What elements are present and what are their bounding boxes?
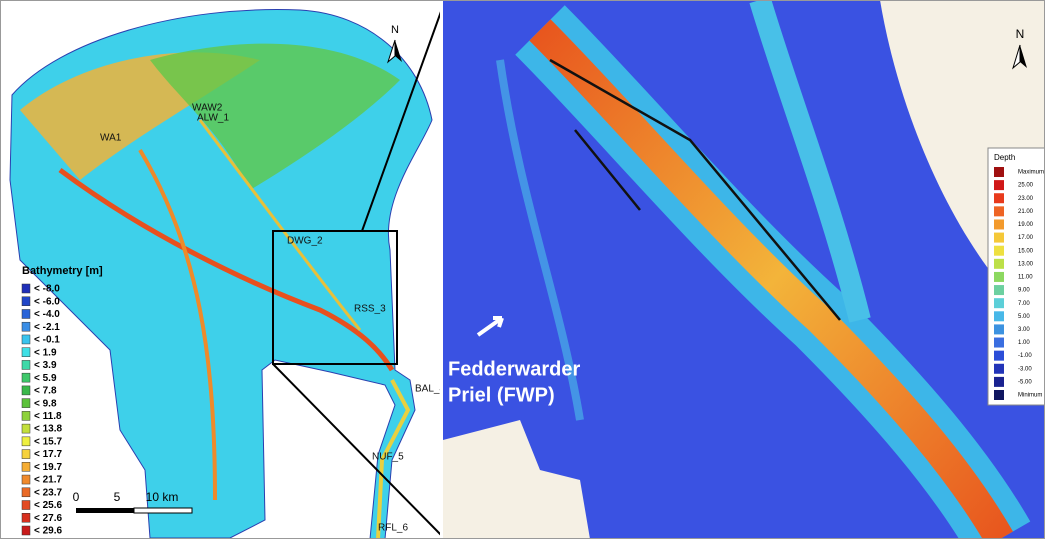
legend-label: < -8.0 <box>34 284 60 295</box>
station-label: NUF_5 <box>372 452 404 463</box>
legend-swatch <box>22 526 30 535</box>
legend-swatch <box>994 324 1004 334</box>
scale-label: 5 <box>114 490 121 504</box>
legend-swatch <box>994 233 1004 243</box>
legend-swatch <box>994 259 1004 269</box>
legend-swatch <box>22 309 30 318</box>
legend-label: < 23.7 <box>34 487 63 498</box>
legend-label: -1.00 <box>1018 353 1032 359</box>
legend-swatch <box>994 351 1004 361</box>
legend-swatch <box>994 219 1004 229</box>
legend-swatch <box>22 437 30 446</box>
legend-swatch <box>22 348 30 357</box>
legend-swatch <box>994 285 1004 295</box>
scale-label: 0 <box>73 490 80 504</box>
station-label: WA1 <box>100 133 122 144</box>
legend-label: 13.00 <box>1018 261 1034 267</box>
legend-swatch <box>994 246 1004 256</box>
legend-label: 1.00 <box>1018 340 1030 346</box>
legend-swatch <box>22 462 30 471</box>
legend-label: < 25.6 <box>34 500 63 511</box>
legend-swatch <box>22 513 30 522</box>
legend-label: 9.00 <box>1018 288 1030 294</box>
legend-label: 25.00 <box>1018 183 1034 189</box>
legend-label: < 13.8 <box>34 424 63 435</box>
legend-title: Depth <box>994 153 1015 162</box>
north-label: N <box>391 24 399 36</box>
legend-label: < -6.0 <box>34 296 60 307</box>
north-label: N <box>1016 27 1025 41</box>
legend-label: 11.00 <box>1018 275 1033 281</box>
legend-label: < 19.7 <box>34 462 63 473</box>
legend-swatch <box>994 390 1004 400</box>
scale-label: 10 km <box>146 490 179 504</box>
legend-label: < 29.6 <box>34 526 63 537</box>
legend-swatch <box>22 297 30 306</box>
legend-swatch <box>994 311 1004 321</box>
legend-swatch <box>994 338 1004 348</box>
legend-label: < 11.8 <box>34 411 62 422</box>
legend-label: 15.00 <box>1018 248 1034 254</box>
legend-label: < 5.9 <box>34 373 57 384</box>
legend-swatch <box>994 364 1004 374</box>
annotation: Fedderwarder <box>448 358 580 380</box>
figure: N 0 5 10 km Bathymetry [m] < -8.0< -6.0 <… <box>0 0 1045 539</box>
station-label: RFL_6 <box>378 523 408 534</box>
legend-label: < -0.1 <box>34 335 60 346</box>
legend-label: 21.00 <box>1018 209 1034 215</box>
legend-label: < 17.7 <box>34 449 63 460</box>
legend-swatch <box>22 488 30 497</box>
legend-swatch <box>994 206 1004 216</box>
legend-label: Minimum <box>1018 393 1042 399</box>
legend-swatch <box>22 450 30 459</box>
legend-title: Bathymetry [m] <box>22 265 103 277</box>
legend-swatch <box>22 284 30 293</box>
legend-label: -5.00 <box>1018 379 1032 385</box>
legend-swatch <box>22 399 30 408</box>
legend-label: < 7.8 <box>34 386 57 397</box>
legend-label: 19.00 <box>1018 222 1034 228</box>
legend-label: < 9.8 <box>34 398 57 409</box>
legend-label: 17.00 <box>1018 235 1034 241</box>
station-label: RSS_3 <box>354 304 386 315</box>
legend-label: 3.00 <box>1018 327 1030 333</box>
legend-swatch <box>22 424 30 433</box>
legend-swatch <box>994 193 1004 203</box>
legend-swatch <box>994 377 1004 387</box>
legend-label: < 15.7 <box>34 436 63 447</box>
legend-swatch <box>994 180 1004 190</box>
legend-label: < 21.7 <box>34 475 63 486</box>
legend-swatch <box>22 322 30 331</box>
legend-label: 23.00 <box>1018 196 1034 202</box>
legend-swatch <box>22 386 30 395</box>
legend-swatch <box>994 298 1004 308</box>
scale-bar <box>76 508 134 513</box>
legend-label: 5.00 <box>1018 314 1030 320</box>
legend-swatch <box>22 411 30 420</box>
legend-swatch <box>22 373 30 382</box>
divider <box>440 0 443 539</box>
legend-label: 7.00 <box>1018 301 1030 307</box>
scale-bar <box>134 508 192 513</box>
legend-label: -3.00 <box>1018 366 1032 372</box>
legend-label: < -2.1 <box>34 322 60 333</box>
legend-label: < -4.0 <box>34 309 60 320</box>
legend-label: < 3.9 <box>34 360 57 371</box>
legend-swatch <box>994 272 1004 282</box>
station-label: ALW_1 <box>197 113 229 124</box>
legend-swatch <box>22 501 30 510</box>
legend-swatch <box>994 167 1004 177</box>
legend-swatch <box>22 360 30 369</box>
annotation: Priel (FWP) <box>448 384 555 406</box>
right-panel: N Fedderwarder Priel (FWP) Depth Maximum… <box>443 0 1045 539</box>
legend-label: Maximum <box>1018 170 1044 176</box>
station-label: DWG_2 <box>287 236 323 247</box>
legend-label: < 1.9 <box>34 347 57 358</box>
legend-swatch <box>22 475 30 484</box>
legend-label: < 27.6 <box>34 513 63 524</box>
legend-swatch <box>22 335 30 344</box>
